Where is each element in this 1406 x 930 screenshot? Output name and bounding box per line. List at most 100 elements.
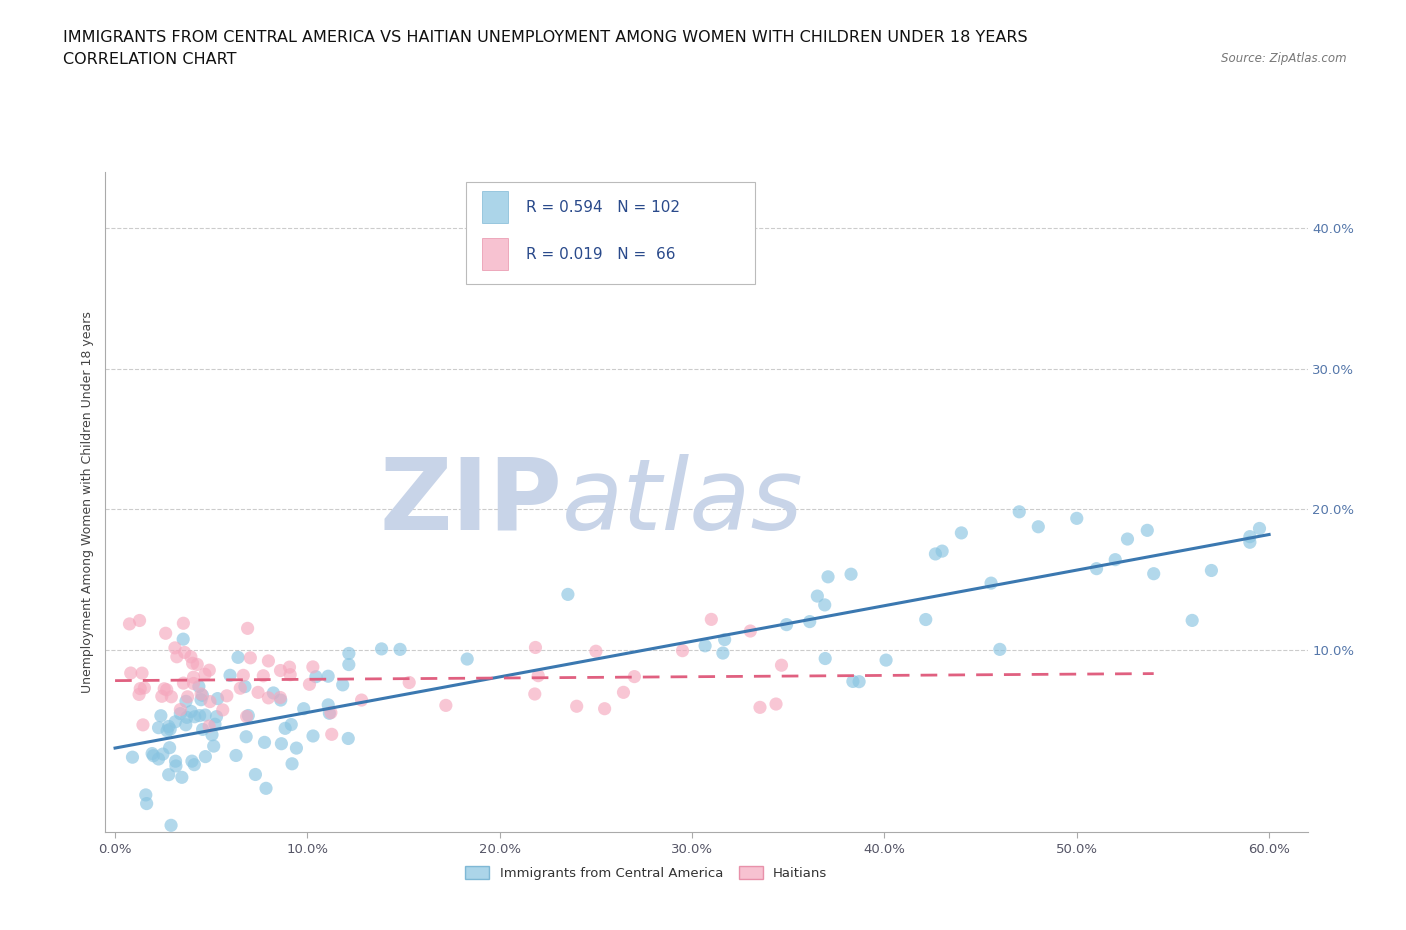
Point: [565, 698, 588, 713]
Point: [814, 651, 837, 666]
Point: [623, 670, 645, 684]
Point: [174, 694, 197, 709]
Point: [142, 749, 165, 764]
Point: [181, 656, 204, 671]
Point: [155, 626, 177, 641]
Point: [321, 727, 343, 742]
Text: R = 0.594   N = 102: R = 0.594 N = 102: [526, 200, 681, 215]
Point: [166, 649, 188, 664]
Point: [186, 657, 208, 671]
Point: [524, 640, 547, 655]
Point: [257, 690, 280, 705]
Point: [434, 698, 457, 712]
Point: [128, 687, 150, 702]
Point: [160, 817, 183, 832]
Point: [298, 677, 321, 692]
Point: [172, 631, 194, 646]
Point: [318, 706, 340, 721]
Point: [176, 710, 198, 724]
Point: [191, 722, 214, 737]
Point: [612, 684, 634, 699]
Point: [118, 617, 141, 631]
Point: [1201, 563, 1223, 578]
Point: [205, 710, 228, 724]
Point: [332, 677, 354, 692]
Point: [229, 681, 252, 696]
Point: [165, 714, 187, 729]
Point: [156, 683, 179, 698]
Point: [1143, 566, 1166, 581]
Point: [671, 644, 693, 658]
Point: [585, 644, 607, 658]
Point: [254, 781, 277, 796]
Point: [316, 669, 339, 684]
Point: [253, 735, 276, 750]
Point: [713, 632, 735, 647]
Point: [163, 641, 186, 656]
Point: [194, 667, 217, 682]
Point: [274, 721, 297, 736]
Point: [188, 708, 211, 723]
Point: [226, 650, 249, 665]
Point: [924, 547, 946, 562]
Point: [1085, 561, 1108, 576]
Text: R = 0.019   N =  66: R = 0.019 N = 66: [526, 246, 676, 261]
Point: [235, 709, 257, 724]
Point: [711, 645, 734, 660]
Point: [740, 624, 762, 639]
Point: [262, 685, 284, 700]
Point: [245, 767, 267, 782]
FancyBboxPatch shape: [482, 238, 508, 270]
Point: [207, 691, 229, 706]
Point: [806, 589, 828, 604]
Point: [150, 689, 173, 704]
Point: [141, 746, 163, 761]
Text: IMMIGRANTS FROM CENTRAL AMERICA VS HAITIAN UNEMPLOYMENT AMONG WOMEN WITH CHILDRE: IMMIGRANTS FROM CENTRAL AMERICA VS HAITI…: [63, 30, 1028, 45]
Point: [278, 667, 301, 682]
Point: [931, 544, 953, 559]
Point: [337, 731, 360, 746]
Point: [165, 759, 187, 774]
Point: [1104, 552, 1126, 567]
Legend: Immigrants from Central America, Haitians: Immigrants from Central America, Haitian…: [460, 861, 832, 885]
Point: [557, 587, 579, 602]
Point: [292, 701, 315, 716]
Point: [215, 688, 238, 703]
Point: [181, 753, 204, 768]
Point: [337, 658, 360, 672]
Point: [183, 676, 205, 691]
Point: [128, 613, 150, 628]
Point: [370, 642, 392, 657]
Point: [252, 669, 274, 684]
Point: [1008, 504, 1031, 519]
Point: [988, 642, 1011, 657]
Point: [270, 693, 292, 708]
FancyBboxPatch shape: [482, 192, 508, 223]
Point: [160, 689, 183, 704]
Text: atlas: atlas: [562, 454, 804, 551]
Point: [194, 708, 217, 723]
Point: [198, 663, 221, 678]
Point: [316, 698, 339, 712]
Point: [236, 621, 259, 636]
Point: [153, 682, 176, 697]
Text: ZIP: ZIP: [380, 454, 562, 551]
Point: [285, 740, 308, 755]
Point: [842, 674, 865, 689]
Point: [337, 646, 360, 661]
Point: [527, 669, 550, 684]
Point: [305, 670, 328, 684]
Point: [770, 658, 793, 672]
Point: [165, 753, 187, 768]
Point: [281, 756, 304, 771]
Point: [389, 642, 412, 657]
Point: [134, 681, 156, 696]
Point: [280, 717, 302, 732]
Point: [172, 616, 194, 631]
Point: [135, 788, 157, 803]
Point: [1136, 523, 1159, 538]
Point: [173, 645, 195, 660]
Point: [749, 700, 772, 715]
Point: [814, 597, 837, 612]
Point: [799, 614, 821, 629]
